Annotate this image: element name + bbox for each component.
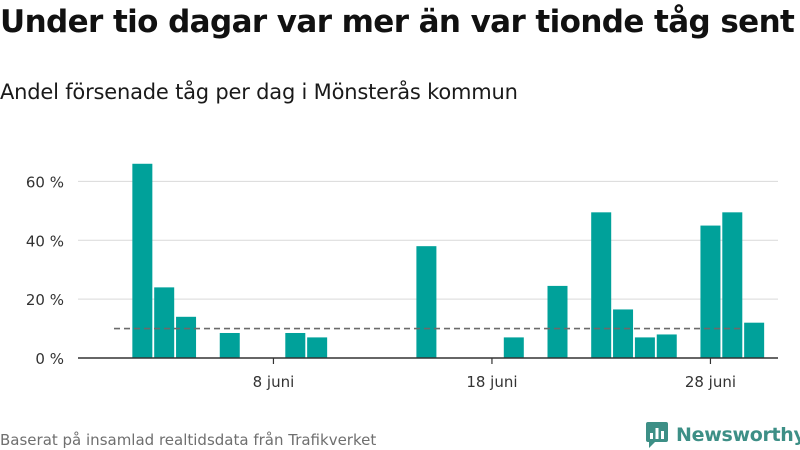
brand-name: Newsworthy [676,424,800,446]
bar [722,212,743,358]
bar-layer [132,163,765,358]
bar [547,285,568,358]
x-tick-label: 18 juni [466,373,517,391]
bar [416,246,437,358]
bar [503,337,524,358]
bar [307,337,328,358]
bar [219,332,240,358]
y-tick-label: 40 % [26,232,64,250]
newsworthy-logo[interactable]: Newsworthy [645,421,800,449]
bar [132,163,153,358]
bar [634,337,655,358]
bar [613,309,634,358]
bar [656,334,677,358]
source-note: Baserat på insamlad realtidsdata från Tr… [0,431,377,449]
bar [154,287,175,358]
chart-title: Under tio dagar var mer än var tionde tå… [0,4,795,40]
bar [744,322,765,358]
bar [700,225,721,358]
bar [176,316,197,358]
bar [591,212,612,358]
newsworthy-bubble-icon [646,422,668,448]
y-tick-label: 0 % [35,350,64,368]
bar-chart: 0 % 20 % 40 % 60 % 8 juni 18 juni 28 juni [26,163,778,391]
y-tick-label: 20 % [26,291,64,309]
bar [285,332,306,358]
x-tick-label: 28 juni [685,373,736,391]
y-tick-label: 60 % [26,173,64,191]
x-tick-label: 8 juni [253,373,295,391]
chart-subtitle: Andel försenade tåg per dag i Mönsterås … [0,80,518,104]
axis-layer: 0 % 20 % 40 % 60 % 8 juni 18 juni 28 juni [26,173,778,391]
